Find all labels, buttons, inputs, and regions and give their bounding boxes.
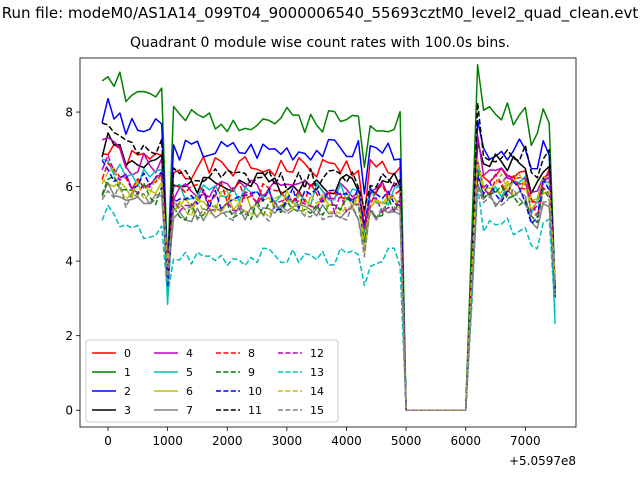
y-tick-label: 8 — [65, 106, 73, 120]
legend-label-9: 9 — [248, 366, 255, 379]
x-tick-label: 7000 — [510, 434, 541, 448]
series-line-4 — [101, 134, 556, 411]
legend-box — [85, 339, 339, 423]
y-tick-label: 0 — [65, 404, 73, 418]
plot-frame — [79, 57, 577, 428]
y-tick-label: 4 — [65, 255, 73, 269]
legend-label-10: 10 — [248, 385, 262, 398]
x-offset-label: +5.0597e8 — [509, 454, 576, 468]
legend-label-6: 6 — [186, 385, 193, 398]
series-line-14 — [101, 158, 556, 411]
series-line-2 — [101, 97, 556, 411]
series-line-8 — [101, 162, 556, 411]
figure-title: Run file: modeM0/AS1A14_099T04_900000654… — [1, 4, 639, 22]
series-lines — [101, 63, 556, 411]
series-line-7 — [101, 181, 556, 411]
legend-label-7: 7 — [186, 404, 193, 417]
series-line-13 — [101, 184, 556, 411]
legend-label-8: 8 — [248, 347, 255, 360]
series-line-1 — [101, 63, 556, 411]
legend-label-11: 11 — [248, 404, 262, 417]
x-tick-label: 2000 — [212, 434, 243, 448]
legend-label-15: 15 — [310, 404, 324, 417]
legend-label-14: 14 — [310, 385, 324, 398]
x-tick-label: 5000 — [391, 434, 422, 448]
legend-label-4: 4 — [186, 347, 193, 360]
x-tick-label: 4000 — [331, 434, 362, 448]
chart-subtitle: Quadrant 0 module wise count rates with … — [130, 35, 510, 51]
legend-label-5: 5 — [186, 366, 193, 379]
series-line-15 — [101, 182, 556, 411]
legend-label-13: 13 — [310, 366, 324, 379]
x-tick-label: 3000 — [272, 434, 303, 448]
legend-label-2: 2 — [124, 385, 131, 398]
series-line-11 — [101, 102, 556, 411]
x-tick-label: 1000 — [152, 434, 183, 448]
y-tick-label: 6 — [65, 180, 73, 194]
series-line-12 — [101, 154, 556, 411]
legend-label-0: 0 — [124, 347, 131, 360]
legend-label-3: 3 — [124, 404, 131, 417]
legend-label-12: 12 — [310, 347, 324, 360]
x-tick-label: 6000 — [450, 434, 481, 448]
y-tick-label: 2 — [65, 329, 73, 343]
legend-label-1: 1 — [124, 366, 131, 379]
series-line-10 — [101, 159, 556, 411]
x-tick-label: 0 — [104, 434, 112, 448]
axes: 0 1000 2000 3000 4000 5000 6000 7000 0 2 4 6 8 +5.059… — [65, 57, 577, 468]
